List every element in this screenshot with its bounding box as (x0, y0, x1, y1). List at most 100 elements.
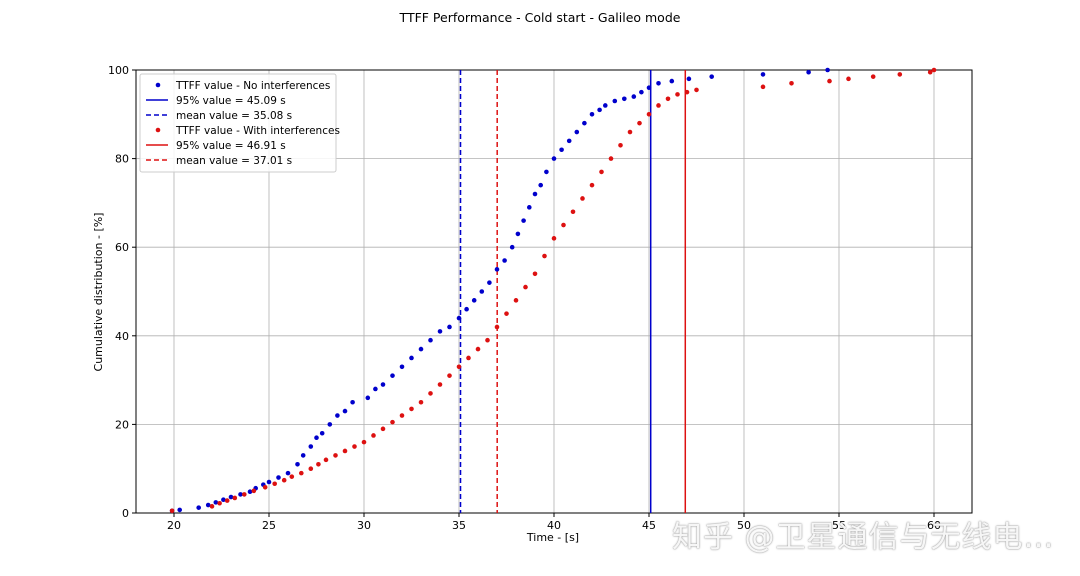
point-no-interference (238, 492, 243, 497)
point-no-interference (566, 138, 572, 144)
y-axis-label: Cumulative distribution - [%] (92, 213, 105, 372)
legend-label: TTFF value - With interferences (175, 125, 340, 137)
point-no-interference (471, 298, 477, 303)
point-with-interference (931, 67, 937, 73)
point-no-interference (213, 500, 219, 505)
point-no-interference (464, 306, 469, 312)
y-tick-label: 100 (108, 64, 129, 77)
point-with-interference (523, 284, 528, 290)
point-no-interference (639, 89, 644, 95)
point-no-interference (686, 76, 692, 82)
point-with-interference (846, 76, 851, 82)
point-with-interference (684, 89, 690, 95)
point-no-interference (646, 85, 652, 91)
point-no-interference (399, 364, 405, 370)
x-tick-label: 25 (262, 519, 276, 532)
point-with-interference (217, 500, 222, 506)
point-no-interference (380, 382, 386, 387)
point-with-interference (371, 433, 376, 438)
point-no-interference (582, 120, 587, 126)
x-tick-label: 30 (357, 519, 371, 532)
x-tick-label: 45 (642, 519, 656, 532)
point-with-interference (627, 129, 633, 135)
x-tick-label: 35 (452, 519, 466, 532)
point-with-interference (927, 69, 933, 75)
point-with-interference (272, 481, 278, 487)
x-tick-label: 55 (832, 519, 846, 532)
point-with-interference (281, 477, 287, 483)
y-tick-label: 40 (115, 330, 129, 343)
watermark: 知乎 @卫星通信与无线电… (672, 520, 1055, 555)
x-tick-label: 60 (927, 519, 941, 532)
legend: TTFF value - No interferences 95% value =… (139, 73, 340, 173)
point-no-interference (527, 205, 532, 210)
point-no-interference (760, 72, 766, 77)
y-tick-label: 80 (115, 153, 129, 166)
point-with-interference (618, 143, 623, 148)
point-no-interference (502, 258, 507, 263)
plot-area: 20 25 30 35 40 45 50 55 60 0 20 40 60 80 100 (108, 64, 973, 532)
point-with-interference (494, 324, 500, 330)
point-no-interference (300, 453, 306, 458)
point-with-interference (251, 488, 257, 494)
point-with-interference (169, 508, 175, 514)
point-with-interference (475, 346, 481, 352)
point-with-interference (589, 182, 595, 188)
legend-label: TTFF value - No interferences (175, 80, 330, 92)
point-with-interference (532, 271, 538, 277)
point-no-interference (559, 147, 564, 153)
point-no-interference (709, 74, 714, 79)
point-no-interference (612, 98, 618, 104)
point-no-interference (335, 413, 340, 418)
point-no-interference (266, 479, 272, 485)
legend-box (139, 73, 337, 173)
legend-label: 95% value = 45.09 s (176, 95, 286, 107)
point-no-interference (247, 489, 253, 495)
point-no-interference (479, 289, 485, 294)
point-with-interference (504, 311, 509, 316)
point-with-interference (399, 413, 405, 418)
point-no-interference (409, 355, 414, 361)
point-no-interference (551, 156, 557, 161)
legend-label: mean value = 35.08 s (176, 110, 292, 122)
point-with-interference (646, 112, 652, 117)
point-with-interference (637, 120, 642, 126)
point-with-interference (262, 485, 268, 490)
point-no-interference (295, 461, 300, 467)
point-with-interference (513, 298, 519, 303)
point-with-interference (352, 444, 357, 449)
point-with-interference (789, 80, 794, 86)
point-no-interference (538, 182, 543, 188)
point-with-interference (570, 209, 576, 215)
point-with-interference (342, 448, 348, 454)
point-with-interference (437, 382, 443, 387)
x-tick-label: 20 (167, 519, 181, 532)
point-no-interference (515, 231, 521, 237)
point-with-interference (418, 399, 424, 405)
point-no-interference (276, 475, 281, 480)
point-with-interference (466, 355, 471, 361)
point-with-interference (333, 453, 338, 458)
point-with-interference (409, 406, 414, 412)
point-no-interference (327, 422, 333, 427)
point-no-interference (221, 497, 226, 503)
point-with-interference (224, 498, 230, 503)
point-no-interference (494, 267, 500, 272)
point-with-interference (299, 470, 304, 476)
point-with-interference (232, 495, 238, 501)
point-no-interference (177, 507, 182, 513)
point-with-interference (209, 504, 215, 509)
point-with-interference (580, 196, 585, 201)
point-no-interference (308, 444, 314, 449)
y-tick-label: 60 (115, 241, 129, 254)
point-with-interference (694, 87, 699, 93)
point-with-interference (485, 337, 490, 343)
point-no-interference (319, 430, 325, 436)
point-no-interference (456, 315, 462, 321)
x-tick-label: 40 (547, 519, 561, 532)
y-tick-label: 0 (122, 507, 129, 520)
point-with-interference (760, 84, 766, 90)
y-tick-label: 20 (115, 418, 129, 431)
legend-label: 95% value = 46.91 s (176, 140, 286, 152)
